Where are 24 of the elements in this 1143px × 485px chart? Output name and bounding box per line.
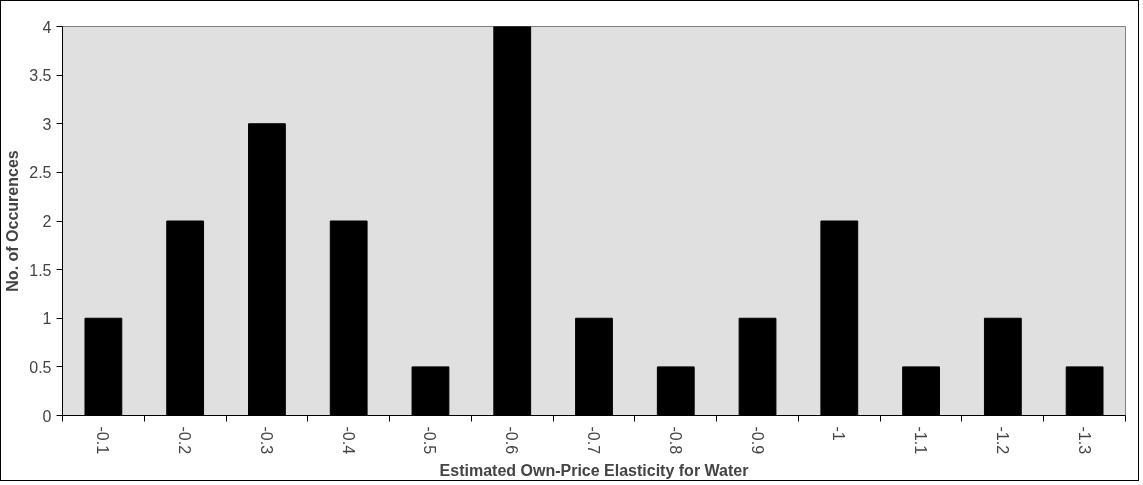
x-tick-label: -1.2 xyxy=(993,426,1011,455)
x-tick-label: -0.1 xyxy=(94,426,112,455)
x-tick-label: -0.2 xyxy=(176,426,194,455)
x-tick-label: -1.1 xyxy=(912,426,930,455)
x-tick-label: -0.7 xyxy=(585,426,602,455)
x-axis-title: Estimated Own-Price Elasticity for Water xyxy=(439,462,749,480)
x-tick-label: -0.3 xyxy=(257,426,275,455)
x-tick-label: -1.3 xyxy=(1075,426,1093,455)
x-tick-label: -0.4 xyxy=(339,426,357,455)
y-tick-label: 3 xyxy=(42,115,52,133)
y-tick-label: 0.5 xyxy=(29,358,52,376)
x-tick-label: -0.8 xyxy=(666,426,684,455)
y-tick-label: 3.5 xyxy=(29,67,52,85)
y-tick-label: 0 xyxy=(42,407,52,425)
x-tick-label: -0.5 xyxy=(421,426,439,455)
x-tick-label: -0.6 xyxy=(503,426,521,455)
x-tick-label: -1 xyxy=(830,426,848,441)
y-tick-label: 2.5 xyxy=(29,164,52,182)
y-axis-title: No. of Occurences xyxy=(4,150,22,292)
x-tick-label: -0.9 xyxy=(748,426,766,455)
y-tick-label: 4 xyxy=(42,18,52,36)
y-tick-label: 1.5 xyxy=(29,261,52,279)
y-tick-label: 1 xyxy=(42,310,52,328)
y-tick-label: 2 xyxy=(42,213,52,230)
